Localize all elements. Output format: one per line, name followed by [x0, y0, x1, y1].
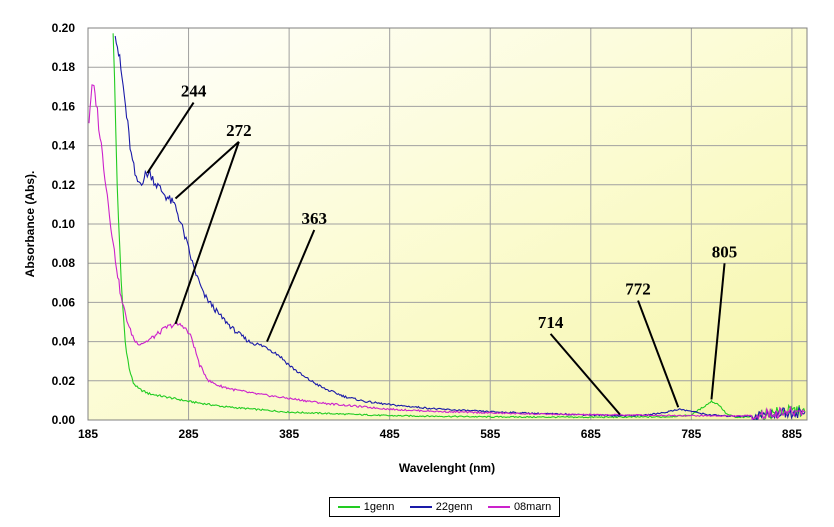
annotation-label-714: 714	[538, 313, 564, 332]
annotation-label-272: 272	[226, 121, 252, 140]
x-tick-label: 785	[681, 427, 701, 441]
annotation-leader-272	[174, 141, 240, 325]
tick-labels: 185 285 385 485 585 685 785 885 0.00 0.02 0.04 0.06…	[52, 21, 803, 441]
y-tick-label: 0.10	[52, 217, 76, 231]
legend-label: 08marn	[513, 501, 552, 513]
x-tick-label: 385	[279, 427, 299, 441]
y-tick-label: 0.20	[52, 21, 76, 35]
plot-border	[87, 27, 808, 421]
y-tick-label: 0.00	[52, 413, 76, 427]
x-tick-label: 685	[581, 427, 601, 441]
annotation-layer: 244 272 363 714 772 805	[146, 82, 738, 416]
x-tick-label: 485	[380, 427, 400, 441]
series-layer	[88, 33, 806, 420]
series-line-08marn	[88, 84, 806, 420]
x-tick-label: 285	[179, 427, 199, 441]
legend-swatch	[409, 506, 432, 508]
legend-item-1genn: 1genn	[337, 501, 395, 513]
annotation-label-244: 244	[181, 82, 207, 101]
legend-label: 22genn	[435, 501, 473, 513]
legend-swatch	[337, 506, 360, 508]
annotation-label-772: 772	[625, 280, 651, 299]
y-tick-label: 0.02	[52, 374, 76, 388]
y-tick-label: 0.04	[52, 335, 76, 349]
y-tick-label: 0.08	[52, 256, 76, 270]
annotation-leader-363	[266, 229, 316, 342]
annotation-label-805: 805	[712, 242, 738, 261]
annotation-leader-805	[710, 263, 726, 400]
x-tick-label: 585	[480, 427, 500, 441]
annotation-leader-714	[549, 333, 621, 416]
y-tick-label: 0.06	[52, 295, 76, 309]
legend-item-22genn: 22genn	[409, 501, 473, 513]
annotation-label-363: 363	[302, 209, 328, 228]
y-tick-label: 0.18	[52, 60, 76, 74]
y-tick-label: 0.12	[52, 178, 76, 192]
y-axis-title: Absorbance (Abs).	[23, 171, 37, 278]
x-tick-label: 885	[782, 427, 802, 441]
x-axis-title: Wavelenght (nm)	[399, 461, 495, 475]
legend: 1genn 22genn 08marn	[329, 497, 560, 517]
legend-label: 1genn	[363, 501, 395, 513]
legend-swatch	[487, 506, 510, 508]
x-tick-label: 185	[78, 427, 98, 441]
y-tick-label: 0.14	[52, 139, 76, 153]
legend-item-08marn: 08marn	[487, 501, 552, 513]
annotation-leader-244	[146, 102, 195, 174]
annotation-leader-772	[637, 300, 680, 408]
y-tick-label: 0.16	[52, 99, 76, 113]
annotation-leader-272	[174, 141, 240, 200]
series-line-22genn	[114, 35, 806, 420]
